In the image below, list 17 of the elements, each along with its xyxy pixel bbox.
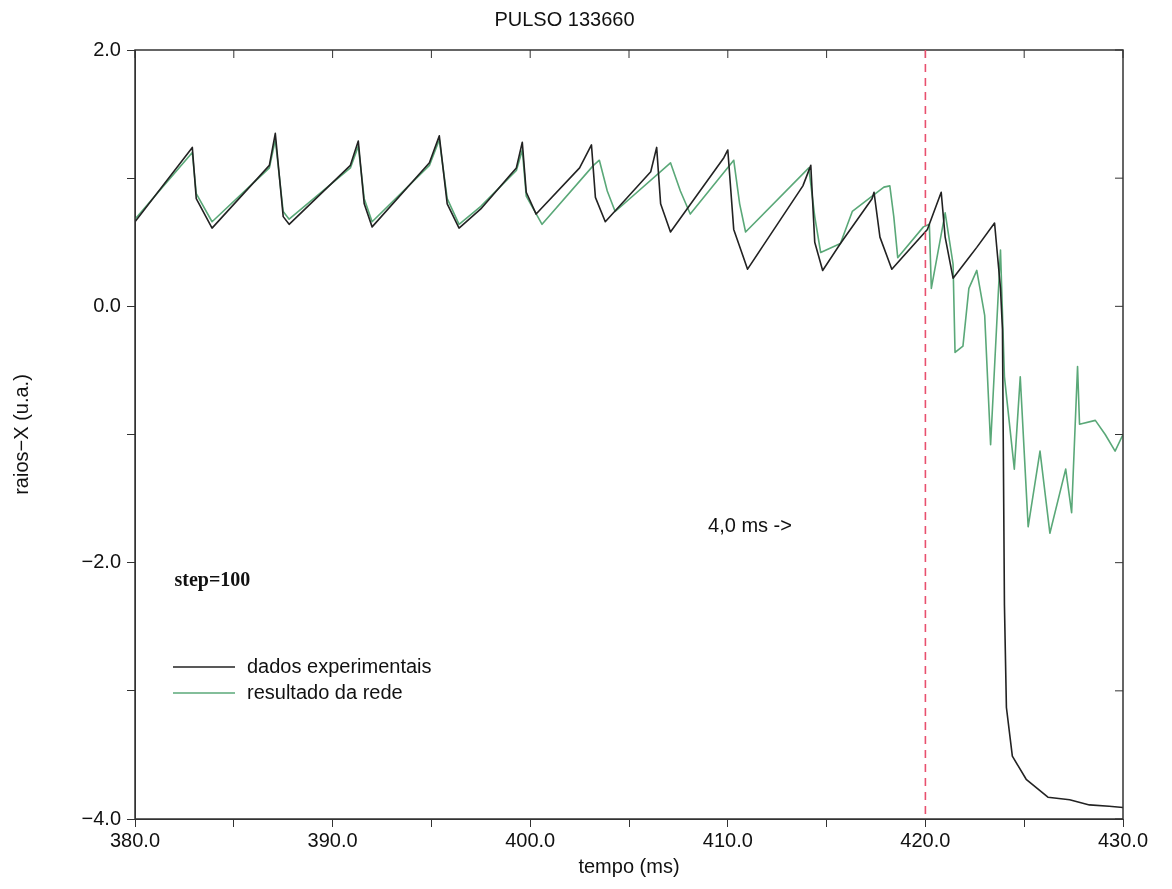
y-tick-label: 2.0 <box>93 37 121 60</box>
x-tick-label: 420.0 <box>900 828 951 851</box>
annotation: step=100 <box>174 567 251 591</box>
chart-title: PULSO 133660 <box>494 7 635 30</box>
x-tick-label: 410.0 <box>702 828 753 851</box>
x-tick-label: 380.0 <box>109 828 161 851</box>
legend-label: resultado da rede <box>247 680 403 703</box>
x-tick-label: 430.0 <box>1097 828 1149 851</box>
annotation: 4,0 ms -> <box>708 514 792 537</box>
y-tick-label: 0.0 <box>93 293 121 316</box>
x-axis-title: tempo (ms) <box>578 854 680 877</box>
y-axis-title: raios−X (u.a.) <box>9 374 32 495</box>
y-tick-label: −2.0 <box>81 550 121 573</box>
y-tick-label: −4.0 <box>81 806 121 829</box>
legend-label: dados experimentais <box>247 654 432 677</box>
x-tick-label: 400.0 <box>505 828 556 851</box>
x-tick-label: 390.0 <box>307 828 358 851</box>
